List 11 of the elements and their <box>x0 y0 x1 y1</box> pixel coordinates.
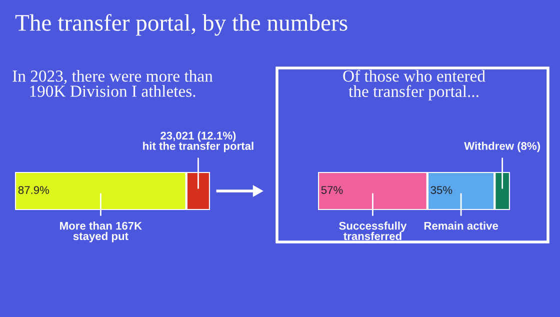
text: Withdrew (8%) <box>464 142 540 152</box>
series-label: Successfully transferred <box>339 222 407 240</box>
data-label: 57% <box>321 186 343 194</box>
data-label: 87.9% <box>18 186 50 194</box>
text: 23,021 (12.1%) hit the transfer portal <box>143 131 254 152</box>
chart-title: The transfer portal, by the numbers <box>15 14 348 36</box>
legend-label: Remain active <box>424 222 498 230</box>
chart-title: Of those who entered the transfer portal... <box>343 70 486 100</box>
data-label: 35% <box>430 186 452 194</box>
legend-label: More than 167K stayed put <box>60 222 142 242</box>
chart-subtitle: In 2023, there were more than 190K Division I athletes. <box>12 70 213 97</box>
